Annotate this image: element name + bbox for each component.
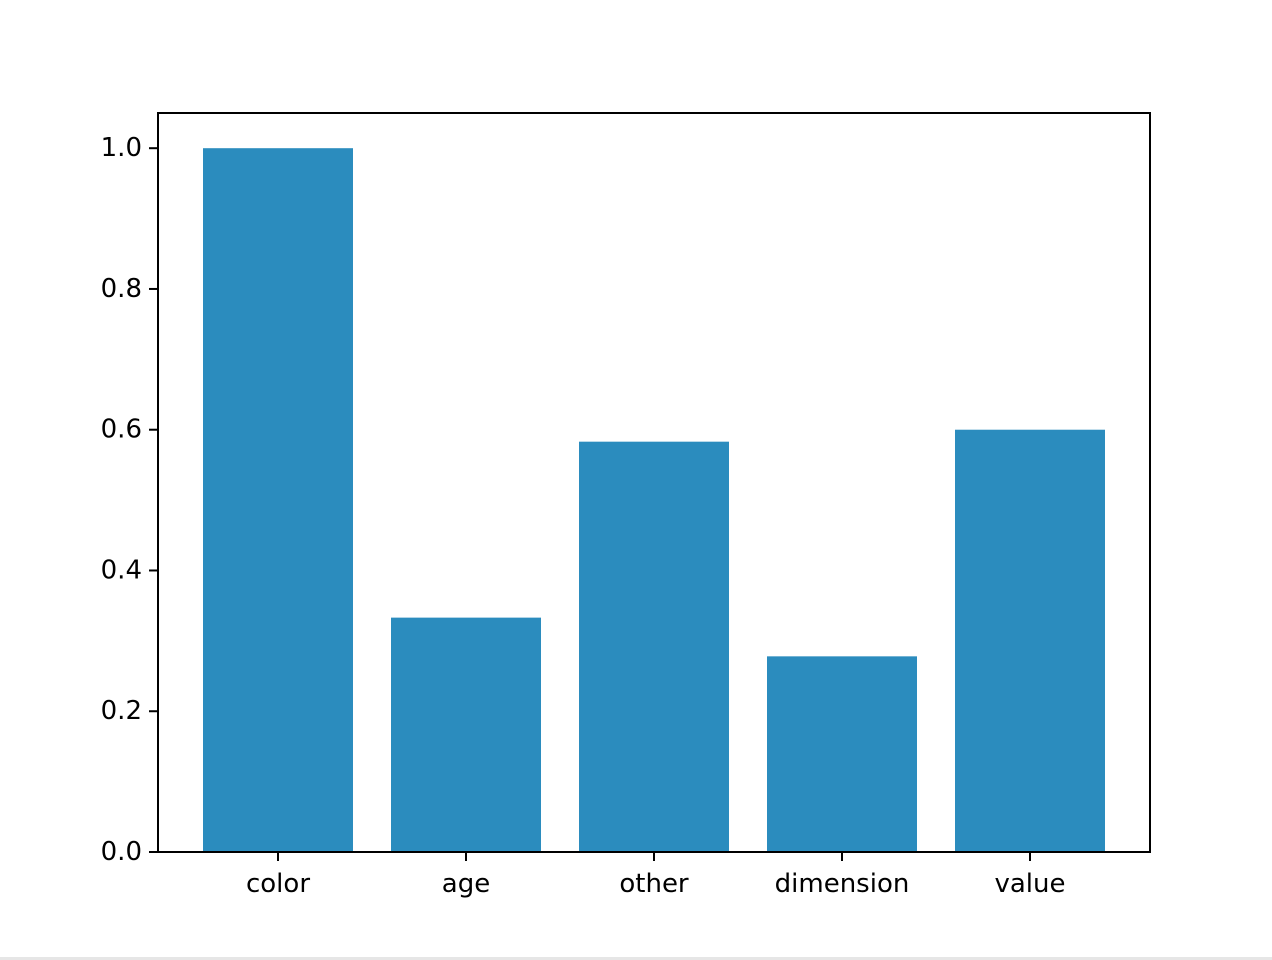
x-axis: color age other dimension value	[246, 852, 1066, 899]
y-tick-label: 0.8	[101, 274, 142, 304]
y-axis: 0.0 0.2 0.4 0.6 0.8 1.0	[101, 133, 158, 867]
y-tick-label: 0.6	[101, 415, 142, 445]
x-tick-label-value: value	[994, 869, 1065, 899]
bar-value	[955, 429, 1105, 852]
y-tick-label: 0.2	[101, 696, 142, 726]
bars-group	[203, 148, 1105, 852]
bottom-rule	[0, 957, 1272, 960]
y-tick-label: 0.4	[101, 555, 142, 585]
y-tick-label: 0.0	[101, 837, 142, 867]
x-tick-label-color: color	[246, 869, 310, 899]
bar-other	[579, 441, 729, 852]
x-tick-label-age: age	[442, 869, 490, 899]
bar-color	[203, 148, 353, 852]
bar-age	[391, 617, 541, 852]
bar-dimension	[767, 656, 917, 852]
plot-frame	[157, 112, 1151, 853]
x-tick-label-dimension: dimension	[775, 869, 910, 899]
y-tick-label: 1.0	[101, 133, 142, 163]
x-tick-label-other: other	[619, 869, 689, 899]
